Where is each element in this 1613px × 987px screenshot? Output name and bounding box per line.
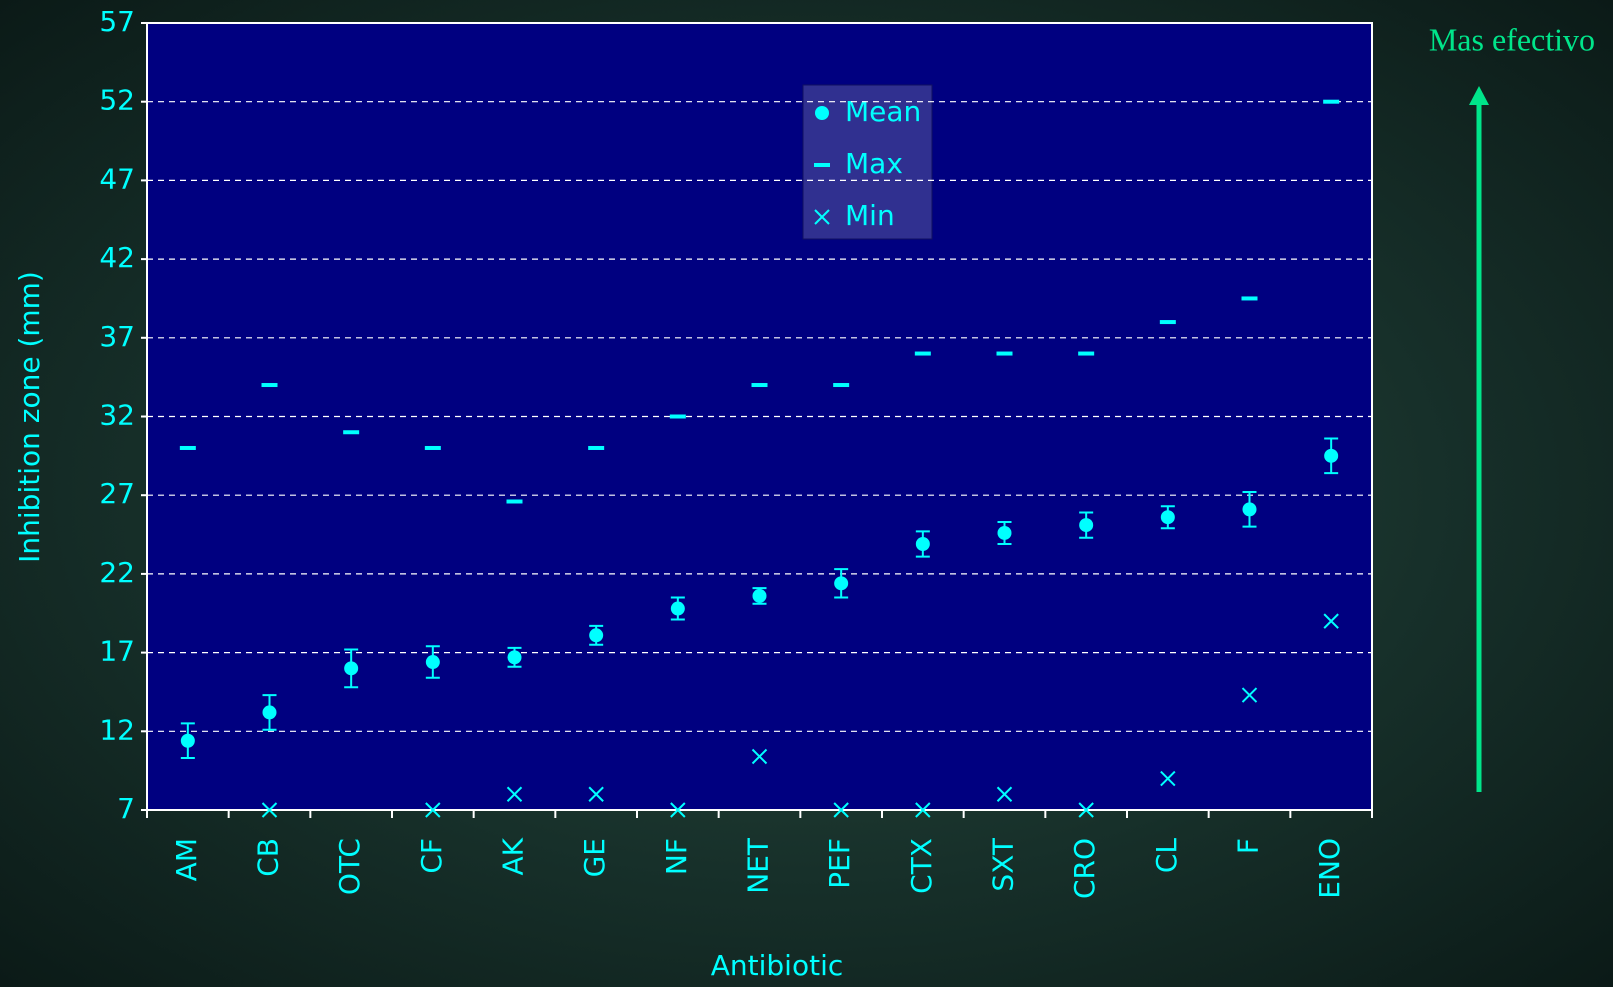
mean-point [1243,502,1257,516]
max-marker [180,446,196,450]
mean-point [589,628,603,642]
x-tick-label: CF [415,838,448,874]
mean-point [998,526,1012,540]
x-tick-label: CRO [1068,838,1101,899]
max-marker [997,352,1013,356]
legend: Mean Max Min [803,85,932,239]
mean-point [426,655,440,669]
mean-point [1161,510,1175,524]
plot-area [147,23,1372,810]
y-axis-label: Inhibition zone (mm) [13,271,46,563]
legend-label: Min [845,199,895,232]
x-tick-label: CB [252,838,285,877]
max-marker [670,415,686,419]
y-tick-label: 32 [99,399,135,432]
x-tick-label: CTX [905,838,938,894]
max-marker [343,430,359,434]
legend-symbol [815,106,829,120]
x-tick-label: NET [742,837,775,894]
y-tick-label: 47 [99,162,135,195]
x-tick-label: OTC [333,838,366,895]
x-tick-label: PEF [823,838,856,889]
x-tick-label: NF [660,838,693,875]
max-marker [262,383,278,387]
x-tick-label: AM [170,838,203,881]
max-marker [588,446,604,450]
max-marker [752,383,768,387]
y-tick-label: 42 [99,241,135,274]
mean-point [834,576,848,590]
x-axis-label: Antibiotic [711,949,844,982]
mean-point [1324,449,1338,463]
max-marker [1242,296,1258,300]
x-tick-label: ENO [1313,838,1346,899]
mean-point [344,661,358,675]
mean-point [753,589,767,603]
x-tick-label: CL [1150,838,1183,874]
max-marker [915,352,931,356]
legend-label: Mean [845,95,921,128]
legend-label: Max [845,147,903,180]
max-marker [1323,100,1339,104]
y-tick-label: 52 [99,84,135,117]
chart: Inhibition zone (mm) Antibiotic Mas efec… [0,0,1613,983]
y-tick-label: 57 [99,5,135,38]
max-marker [1078,352,1094,356]
mean-point [508,650,522,664]
max-marker [833,383,849,387]
x-tick-label: AK [497,837,530,875]
max-marker [507,499,523,503]
max-marker [425,446,441,450]
y-tick-label: 27 [99,477,135,510]
mean-point [1079,518,1093,532]
y-tick-label: 7 [117,792,135,825]
max-marker [1160,320,1176,324]
legend-symbol [814,163,830,167]
y-tick-label: 12 [99,713,135,746]
mean-point [263,705,277,719]
page: Inhibition zone (mm) Antibiotic Mas efec… [0,0,1613,983]
annotation: Mas efectivo [1429,21,1595,57]
y-tick-label: 17 [99,635,135,668]
y-tick-label: 37 [99,320,135,353]
mean-point [181,734,195,748]
mean-point [671,602,685,616]
x-tick-label: SXT [987,837,1020,891]
x-tick-label: GE [578,838,611,877]
mean-point [916,537,930,551]
arrow-head [1469,86,1489,105]
x-tick-label: F [1232,838,1265,854]
y-tick-label: 22 [99,556,135,589]
